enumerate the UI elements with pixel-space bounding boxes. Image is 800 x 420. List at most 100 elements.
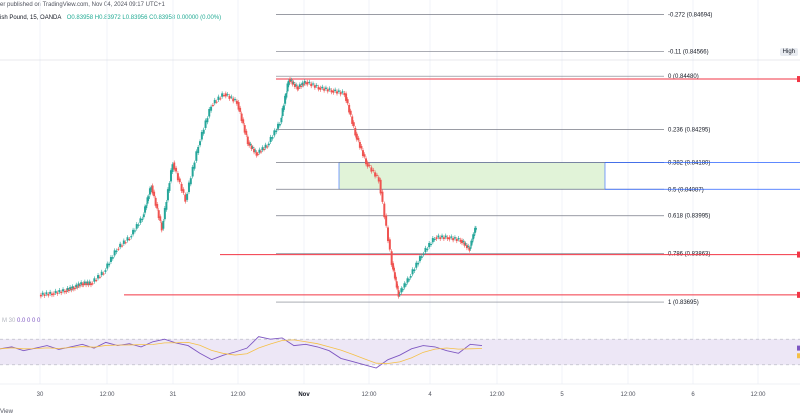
candle-body bbox=[264, 144, 267, 148]
candle-body bbox=[193, 162, 196, 169]
candle-body bbox=[258, 149, 261, 153]
candle-body bbox=[69, 287, 72, 290]
candle-body bbox=[97, 275, 100, 279]
candle-body bbox=[289, 79, 292, 83]
candle-body bbox=[156, 204, 159, 209]
candle-body bbox=[315, 85, 318, 87]
candle-body bbox=[157, 210, 160, 219]
fib-level-label: 0.618 (0.83995) bbox=[668, 214, 710, 220]
x-tick-label: 12:00 bbox=[620, 392, 636, 398]
candle-body bbox=[144, 206, 147, 213]
candle-body bbox=[195, 151, 198, 161]
candle-body bbox=[292, 82, 295, 84]
candle-body bbox=[86, 281, 89, 284]
candle-body bbox=[133, 230, 136, 232]
candle-body bbox=[398, 294, 401, 296]
candle-body bbox=[245, 130, 248, 135]
candle-body bbox=[237, 102, 240, 110]
candle-body bbox=[145, 205, 148, 209]
candle-body bbox=[396, 285, 399, 289]
published-header: er published on TradingView.com, Nov 04,… bbox=[0, 2, 165, 8]
candle-body bbox=[323, 88, 326, 91]
candle-body bbox=[370, 167, 373, 172]
candle-body bbox=[321, 86, 324, 89]
candle-body bbox=[189, 178, 192, 185]
candle-body bbox=[58, 290, 61, 293]
candle-body bbox=[379, 179, 382, 194]
candle-body bbox=[65, 290, 68, 292]
candle-body bbox=[228, 95, 231, 99]
candle-body bbox=[366, 162, 369, 167]
candle-body bbox=[213, 99, 216, 104]
candle-body bbox=[469, 247, 472, 249]
rsi-marker bbox=[797, 345, 800, 351]
candle-body bbox=[150, 187, 153, 191]
candle-body bbox=[300, 86, 303, 88]
candle-body bbox=[222, 95, 225, 97]
high-tag: High bbox=[779, 48, 798, 56]
candle-body bbox=[400, 288, 403, 293]
symbol-legend: ish Pound, 15, OANDA O0.83958 H0.83972 L… bbox=[0, 15, 221, 21]
candle-body bbox=[474, 227, 477, 233]
candle-body bbox=[394, 276, 397, 280]
candle-body bbox=[208, 108, 211, 117]
candle-body bbox=[226, 94, 229, 96]
candle-body bbox=[304, 82, 307, 84]
candle-body bbox=[312, 83, 315, 85]
rsi-ma-line bbox=[0, 339, 483, 364]
candle-body bbox=[301, 82, 304, 86]
candle-body bbox=[358, 141, 361, 148]
candle-body bbox=[162, 220, 165, 229]
candle-body bbox=[178, 178, 181, 183]
candle-body bbox=[337, 90, 340, 92]
candle-body bbox=[240, 113, 243, 122]
fib-level-label: 0 (0.84480) bbox=[668, 74, 699, 80]
candle-body bbox=[126, 237, 129, 241]
candle-body bbox=[98, 276, 101, 278]
x-tick-label: 12:00 bbox=[230, 392, 246, 398]
candle-body bbox=[210, 106, 213, 111]
candle-body bbox=[72, 288, 75, 290]
candle-body bbox=[297, 87, 300, 89]
candle-body bbox=[104, 270, 107, 272]
candle-body bbox=[62, 289, 65, 292]
candle-body bbox=[74, 287, 77, 289]
candle-body bbox=[45, 292, 48, 295]
candle-body bbox=[249, 143, 252, 145]
candle-body bbox=[128, 238, 131, 240]
candle-body bbox=[41, 292, 44, 295]
candle-body bbox=[204, 120, 207, 128]
candle-body bbox=[71, 286, 74, 289]
candle-body bbox=[253, 148, 256, 153]
candle-body bbox=[269, 136, 272, 142]
candle-body bbox=[441, 235, 444, 238]
candle-body bbox=[75, 284, 78, 288]
candle-body bbox=[426, 248, 429, 250]
candle-body bbox=[319, 87, 322, 90]
candle-body bbox=[100, 271, 103, 276]
candle-body bbox=[324, 87, 327, 89]
candle-body bbox=[473, 234, 476, 236]
candle-body bbox=[278, 123, 281, 126]
candle-body bbox=[282, 105, 285, 110]
candle-body bbox=[455, 238, 458, 242]
candle-body bbox=[287, 80, 290, 86]
candle-body bbox=[332, 90, 335, 93]
candle-body bbox=[117, 248, 120, 250]
candle-body bbox=[346, 99, 349, 104]
candle-body bbox=[290, 79, 293, 81]
candle-body bbox=[242, 119, 245, 124]
candle-body bbox=[43, 294, 46, 296]
candle-body bbox=[284, 95, 287, 104]
candle-body bbox=[424, 247, 427, 253]
candle-body bbox=[165, 202, 168, 210]
rsi-line[interactable] bbox=[0, 336, 483, 369]
candle-body bbox=[186, 193, 189, 200]
candle-body bbox=[106, 263, 109, 269]
candle-body bbox=[474, 228, 477, 230]
candle-body bbox=[385, 215, 388, 226]
candle-body bbox=[148, 188, 151, 195]
candle-body bbox=[163, 208, 166, 220]
candle-body bbox=[239, 107, 242, 112]
